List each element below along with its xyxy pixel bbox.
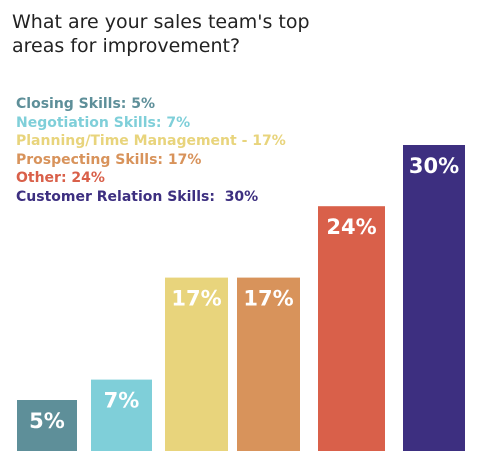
value-label: 24%: [326, 215, 376, 239]
legend-entry: Other: 24%: [16, 170, 105, 186]
value-label: 5%: [29, 409, 65, 433]
bar: [318, 206, 385, 451]
value-label: 30%: [409, 154, 459, 178]
chart-title: What are your sales team's top areas for…: [12, 11, 310, 57]
bar: [91, 379, 152, 451]
value-label: 7%: [104, 389, 140, 413]
legend-entry: Customer Relation Skills: 30%: [16, 188, 259, 205]
legend-entry: Negotiation Skills: 7%: [16, 114, 191, 131]
legend-entry: Closing Skills: 5%: [16, 96, 156, 112]
value-label: 17%: [243, 287, 293, 311]
value-label: 17%: [171, 287, 221, 311]
bar: [165, 277, 228, 451]
bar: [17, 400, 77, 451]
legend: Closing Skills: 5% Negotiation Skills: 7%…: [16, 95, 286, 206]
legend-entry: Prospecting Skills: 17%: [16, 151, 202, 168]
bar: [237, 277, 300, 451]
bar: [403, 145, 465, 451]
legend-entry: Planning/Time Management - 17%: [16, 133, 286, 149]
